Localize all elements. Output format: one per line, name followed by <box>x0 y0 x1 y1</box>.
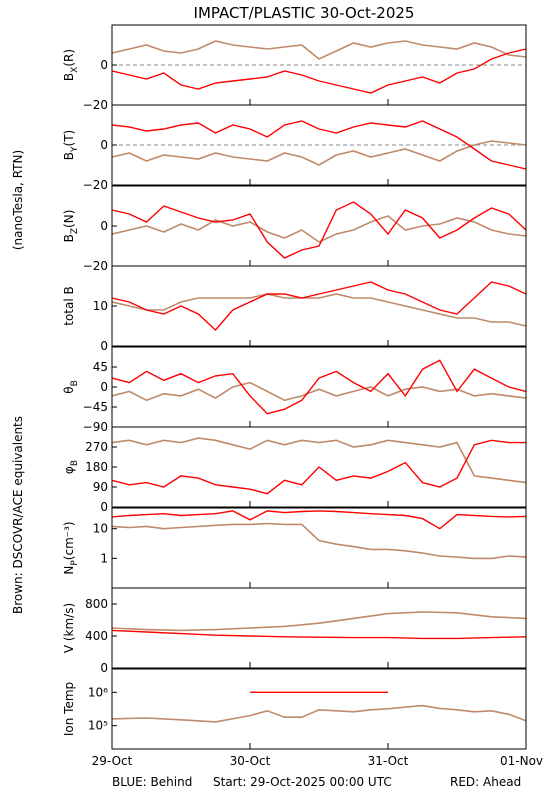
y-tick-label: −90 <box>83 420 108 434</box>
footer-ahead-label: RED: Ahead <box>450 775 521 789</box>
x-tick-label: 01-Nov <box>500 754 543 768</box>
y-axis-label: BY(T) <box>62 130 80 160</box>
y-tick-label: −20 <box>83 178 108 192</box>
panel-frame <box>111 346 527 428</box>
red-series-line <box>111 629 527 640</box>
panel-bz: 0 −20 BZ(N) <box>62 185 527 273</box>
y-tick-label: 400 <box>85 629 108 643</box>
y-tick-label: 10 <box>93 299 108 313</box>
red-series-line <box>111 120 527 170</box>
footer-start-label: Start: 29-Oct-2025 00:00 UTC <box>213 775 392 789</box>
y-tick-label: 0 <box>100 219 108 233</box>
brown-series-line <box>111 215 527 243</box>
brown-series-line <box>111 522 527 560</box>
red-series-line <box>111 48 527 94</box>
plot-title: IMPACT/PLASTIC 30-Oct-2025 <box>194 4 415 22</box>
y-tick-label: 0 <box>100 339 108 353</box>
y-axis-label: V (km/s) <box>62 603 76 653</box>
panel-np: 10 1 NP(cm⁻³) <box>62 507 527 589</box>
y-tick-label: 10⁶ <box>88 685 108 699</box>
footer-behind-label: BLUE: Behind <box>112 775 192 789</box>
panel-frame <box>111 668 527 750</box>
brown-series-line <box>111 140 527 166</box>
y-tick-label: 0 <box>100 661 108 675</box>
y-tick-label: 270 <box>85 440 108 454</box>
y-axis-label: NP(cm⁻³) <box>62 521 80 574</box>
panel-phi: 270 180 90 0 φB <box>62 426 527 514</box>
brown-series-line <box>111 437 527 484</box>
brown-series-line <box>111 381 527 402</box>
y-tick-label: 10⁵ <box>88 719 108 733</box>
brown-series-line <box>111 704 527 723</box>
y-tick-label: 0 <box>100 138 108 152</box>
panel-frame <box>111 507 527 589</box>
y-tick-label: 0 <box>100 500 108 514</box>
x-tick-label: 29-Oct <box>92 754 133 768</box>
x-tick-label: 31-Oct <box>368 754 409 768</box>
y-axis-label: Ion Temp <box>62 682 76 736</box>
x-tick-label: 30-Oct <box>230 754 271 768</box>
panel-v: 800 400 0 V (km/s) <box>62 587 527 675</box>
y-tick-label: −45 <box>83 400 108 414</box>
brown-note-label: Brown: DSCOVR/ACE equivalents <box>11 416 25 614</box>
y-axis-label: θB <box>62 380 80 394</box>
brown-series-line <box>111 611 527 632</box>
y-tick-label: 90 <box>93 480 108 494</box>
y-tick-label: 0 <box>100 380 108 394</box>
y-axis-label: BX(R) <box>62 49 80 81</box>
brown-series-line <box>111 293 527 327</box>
red-series-line <box>111 439 526 495</box>
y-tick-label: 0 <box>100 58 108 72</box>
y-tick-label: 45 <box>93 360 108 374</box>
brown-series-line <box>111 40 527 60</box>
panel-by: 0 −20 BY(T) <box>62 104 527 192</box>
y-axis-label: total B <box>62 286 76 326</box>
panel-theta: 45 0 −45 −90 θB <box>62 346 527 434</box>
units-label: (nanoTesla, RTN) <box>11 150 25 250</box>
y-axis-label: φB <box>62 460 80 474</box>
red-series-line <box>111 359 527 415</box>
y-tick-label: 180 <box>85 460 108 474</box>
y-tick-label: −20 <box>83 98 108 112</box>
panel-temp: 10⁶ 10⁵ Ion Temp <box>62 668 527 750</box>
red-series-line <box>111 201 527 259</box>
y-tick-label: 10 <box>93 522 108 536</box>
panel-frame <box>111 587 527 669</box>
panel-btotal: 10 0 total B <box>62 265 527 353</box>
y-tick-label: −20 <box>83 259 108 273</box>
y-tick-label: 1 <box>100 551 108 565</box>
y-tick-label: 800 <box>85 597 108 611</box>
x-axis: 29-Oct 30-Oct 31-Oct 01-Nov <box>92 99 543 768</box>
y-axis-label: BZ(N) <box>62 210 80 243</box>
red-series-line <box>111 510 527 530</box>
red-series-line <box>111 281 527 332</box>
panel-bx: 0 −20 BX(R) <box>62 24 527 112</box>
